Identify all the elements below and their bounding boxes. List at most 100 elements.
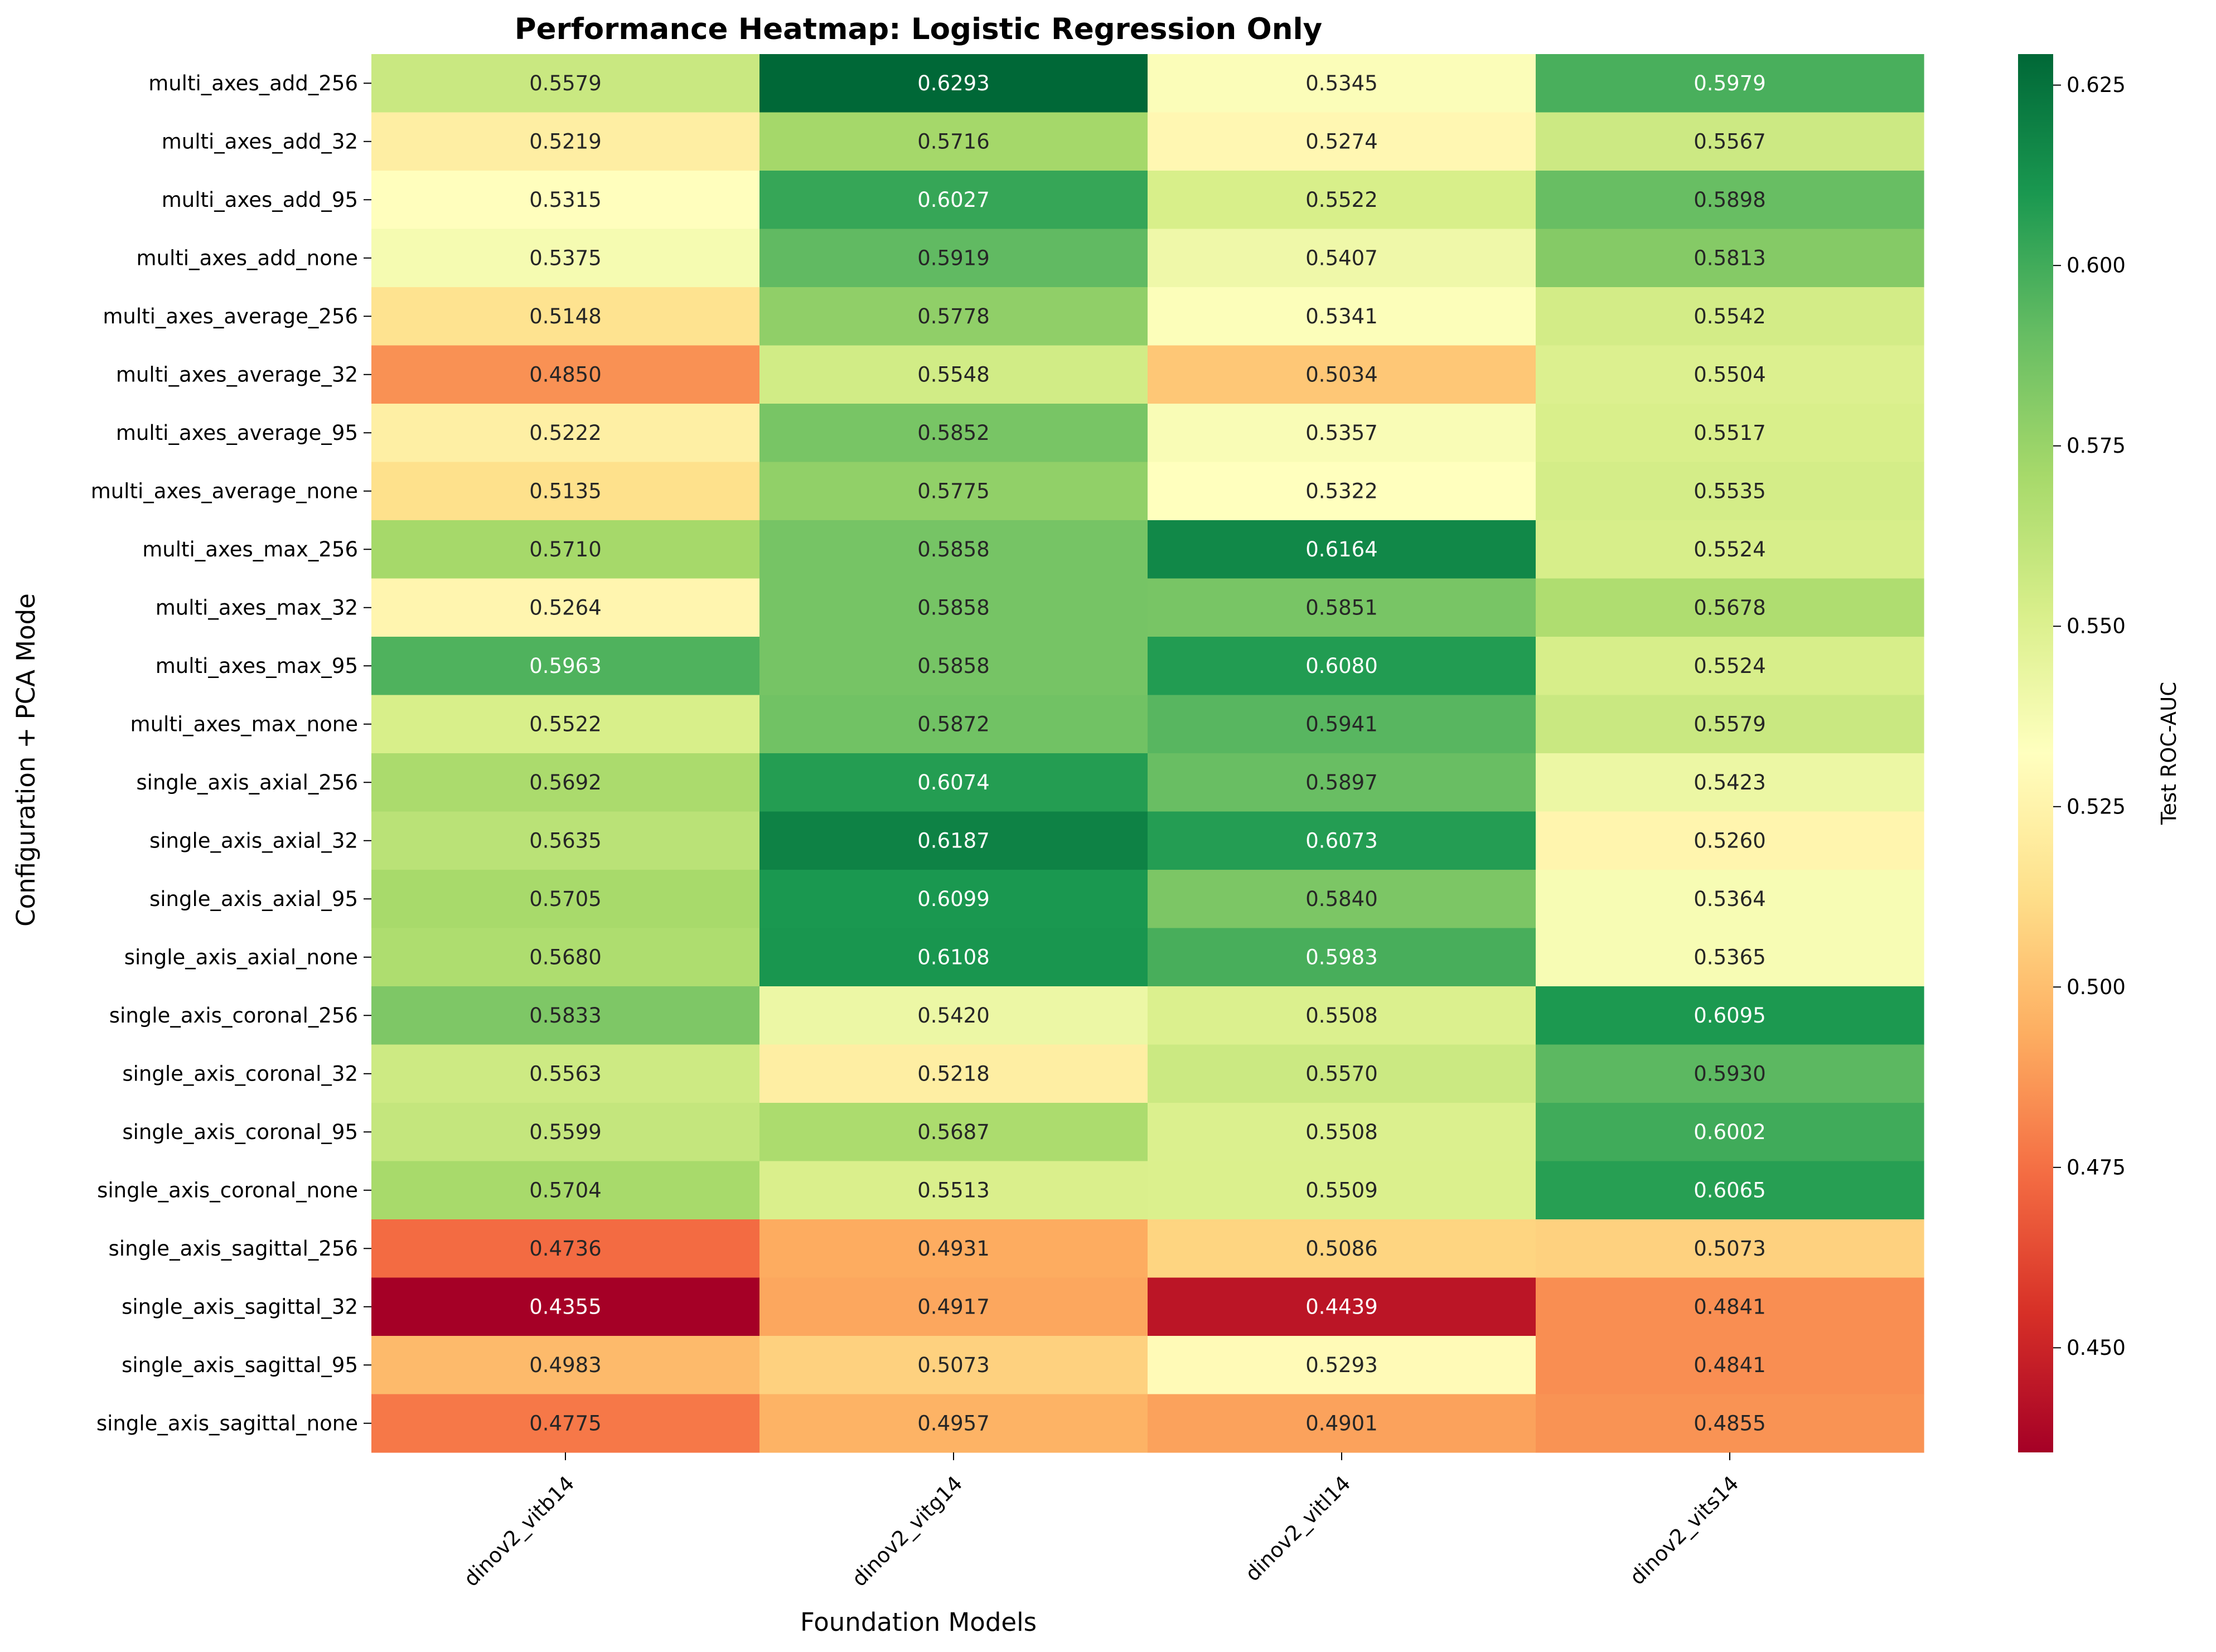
heatmap-cell [759,112,1148,171]
heatmap-cell [1148,404,1536,463]
cell-value-label: 0.5716 [917,129,989,153]
cell-value-label: 0.5293 [1305,1353,1377,1377]
heatmap-cell [1536,1277,1924,1336]
heatmap-cell [759,1394,1148,1453]
colorbar-tick-label: 0.550 [2067,614,2126,638]
cell-value-label: 0.5570 [1305,1062,1377,1086]
cell-value-label: 0.4901 [1305,1411,1377,1435]
cell-value-label: 0.5941 [1305,712,1377,736]
heatmap-cell [1148,1044,1536,1103]
y-tick-label: multi_axes_max_32 [156,595,358,619]
heatmap-cell [1148,1161,1536,1220]
cell-value-label: 0.6095 [1694,1004,1765,1028]
x-tick-label: dinov2_vitb14 [459,1471,579,1591]
cell-value-label: 0.4983 [529,1353,601,1377]
y-tick-label: single_axis_axial_256 [136,771,358,794]
heatmap-cell [1148,578,1536,637]
heatmap-cell [371,986,760,1045]
heatmap-cell [1536,404,1924,463]
cell-value-label: 0.5833 [529,1004,601,1028]
cell-value-label: 0.5813 [1694,246,1765,270]
heatmap-cell [371,54,760,113]
heatmap-cell [1536,1219,1924,1278]
heatmap-cell [371,811,760,870]
cell-value-label: 0.5858 [917,654,989,678]
heatmap-cell [1148,928,1536,987]
cell-value-label: 0.5548 [917,362,989,386]
y-tick-label: multi_axes_average_32 [116,362,358,386]
cell-value-label: 0.5872 [917,712,989,736]
heatmap-cell [371,637,760,696]
cell-value-label: 0.5680 [529,945,601,969]
heatmap-cell [371,1277,760,1336]
y-tick-label: single_axis_axial_95 [149,887,358,911]
heatmap-cell [759,870,1148,929]
cell-value-label: 0.5635 [529,829,601,852]
heatmap-cells [371,54,1924,1453]
cell-value-label: 0.5522 [529,712,601,736]
heatmap-cell [759,695,1148,754]
cell-value-label: 0.5218 [917,1062,989,1086]
heatmap-cell [759,229,1148,288]
cell-value-label: 0.5274 [1305,129,1377,153]
heatmap-cell [1148,986,1536,1045]
cell-value-label: 0.5509 [1305,1178,1377,1202]
colorbar-tick-label: 0.600 [2067,254,2126,278]
heatmap-cell [759,1161,1148,1220]
cell-value-label: 0.4355 [529,1295,601,1319]
cell-value-label: 0.5710 [529,537,601,561]
cell-value-label: 0.4841 [1694,1295,1765,1319]
heatmap-cell [759,637,1148,696]
cell-value-label: 0.6293 [917,71,989,95]
heatmap-cell [759,520,1148,579]
y-tick-label: single_axis_axial_32 [149,829,358,852]
heatmap-cell [371,345,760,404]
colorbar-tick-label: 0.475 [2067,1155,2126,1179]
heatmap-cell [1148,1336,1536,1395]
cell-value-label: 0.5979 [1694,71,1765,95]
y-axis-label: Configuration + PCA Mode [11,593,41,927]
cell-value-label: 0.5919 [917,246,989,270]
heatmap-cell [1148,171,1536,230]
colorbar-tick-label: 0.575 [2067,434,2126,458]
cell-value-label: 0.5357 [1305,421,1377,445]
colorbar-tick-label: 0.500 [2067,975,2126,999]
heatmap-cell [1148,1277,1536,1336]
heatmap-cell [371,287,760,346]
cell-value-label: 0.5148 [529,304,601,328]
heatmap-cell [371,1394,760,1453]
cell-value-label: 0.5522 [1305,188,1377,212]
cell-value-label: 0.4855 [1694,1411,1765,1435]
y-tick-label: multi_axes_add_95 [162,188,358,212]
heatmap-cell [1148,1103,1536,1162]
y-tick-label: multi_axes_max_none [130,712,358,736]
heatmap-cell [371,1336,760,1395]
cell-value-label: 0.6099 [917,887,989,911]
cell-value-label: 0.5692 [529,771,601,794]
heatmap-cell [1148,229,1536,288]
cell-value-label: 0.5840 [1305,887,1377,911]
heatmap-cell [1536,345,1924,404]
heatmap-cell [759,345,1148,404]
cell-value-label: 0.5705 [529,887,601,911]
y-tick-label: multi_axes_add_none [137,246,358,270]
heatmap-cell [1536,986,1924,1045]
heatmap-cell [759,1219,1148,1278]
cell-value-label: 0.4850 [529,362,601,386]
cell-value-label: 0.5508 [1305,1004,1377,1028]
cell-value-label: 0.5407 [1305,246,1377,270]
y-tick-label: single_axis_sagittal_none [96,1411,358,1435]
cell-value-label: 0.5678 [1694,595,1765,619]
cell-value-label: 0.5315 [529,188,601,212]
cell-value-label: 0.5778 [917,304,989,328]
colorbar-tick-label: 0.450 [2067,1336,2126,1360]
heatmap-cell [759,1277,1148,1336]
y-tick-label: multi_axes_average_95 [116,421,358,445]
heatmap-cell [759,811,1148,870]
cell-value-label: 0.5264 [529,595,601,619]
heatmap-cell-labels: 0.5579 0.6293 0.5345 0.5979 0.5219 0.5716 0.52… [529,71,1765,1436]
cell-value-label: 0.5341 [1305,304,1377,328]
cell-value-label: 0.5542 [1694,304,1765,328]
y-tick-label: multi_axes_add_256 [148,71,358,95]
